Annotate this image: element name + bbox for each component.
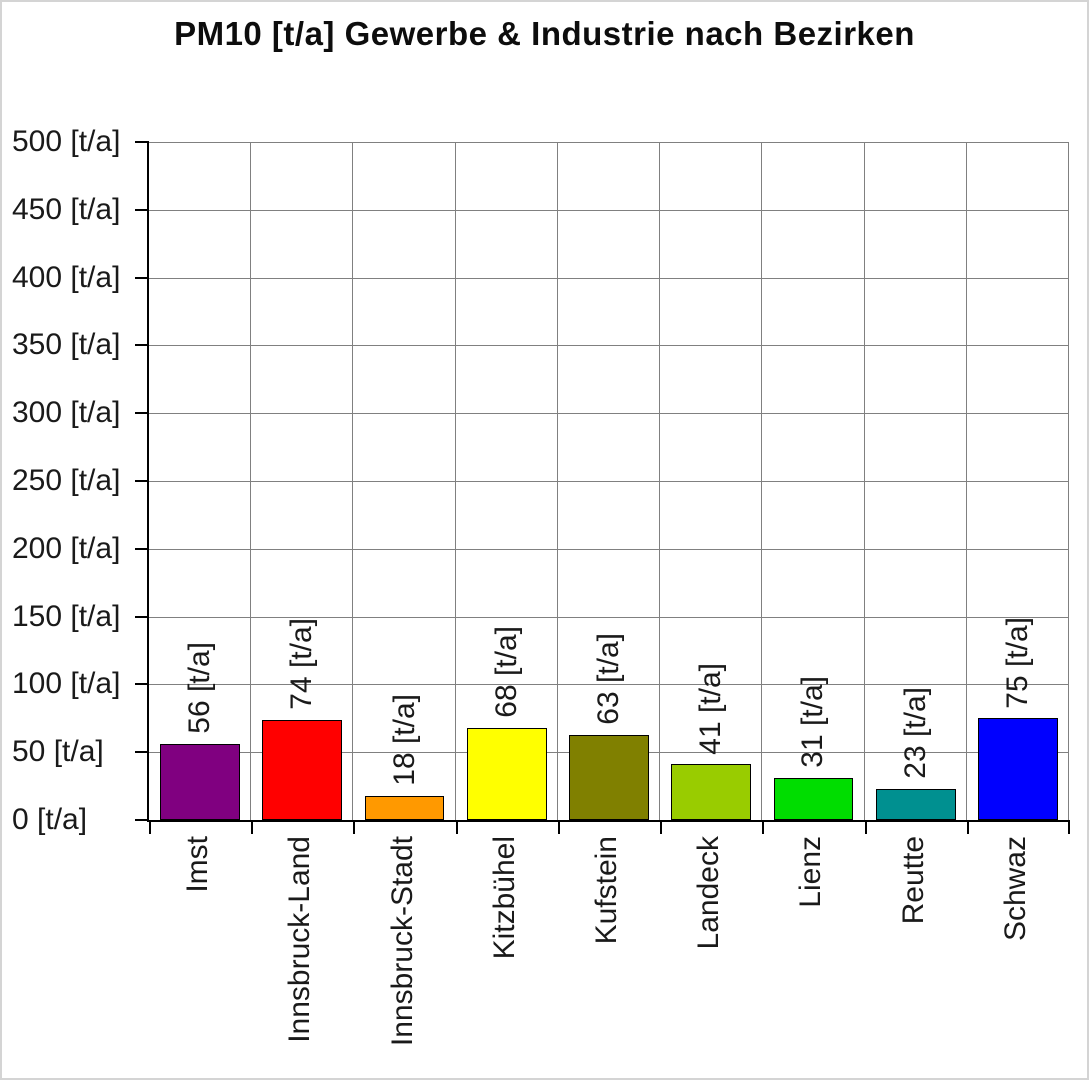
h-gridline: [149, 142, 1069, 143]
bar-value-label: 23 [t/a]: [898, 687, 932, 779]
bar-value-label: 31 [t/a]: [796, 676, 830, 768]
bar: [466, 727, 547, 820]
bar: [773, 777, 854, 820]
x-category-label: Landeck: [692, 836, 726, 950]
y-tick-label: 150 [t/a]: [12, 599, 121, 633]
bar-value-label: 63 [t/a]: [592, 632, 625, 725]
h-gridline: [149, 209, 1069, 211]
v-gridline: [1068, 142, 1069, 820]
y-tick-mark: [135, 683, 149, 686]
bar: [671, 764, 752, 820]
y-tick-label: 400 [t/a]: [12, 260, 121, 294]
h-gridline: [149, 548, 1069, 550]
x-tick-mark: [557, 820, 560, 834]
x-tick-mark: [149, 820, 151, 834]
h-gridline: [149, 345, 1069, 347]
y-axis-labels: 0 [t/a] 50 [t/a] 100 [t/a] 150 [t/a] 200 [t/…: [12, 125, 144, 836]
bar: [875, 788, 956, 820]
v-gridline: [250, 142, 252, 820]
h-gridline: [149, 684, 1069, 686]
x-tick-mark: [966, 820, 969, 834]
v-gridline: [352, 142, 354, 820]
v-gridline: [761, 142, 763, 820]
bar: [569, 734, 649, 820]
y-tick-label: 200 [t/a]: [12, 531, 121, 565]
x-category-label: Lienz: [794, 836, 828, 908]
bar-value-label: 68 [t/a]: [489, 626, 523, 718]
h-gridline: [149, 277, 1069, 279]
x-axis-labels: Imst Innsbruck-Land Innsbruck-Stadt Kitzbüh…: [147, 836, 1067, 1074]
y-tick-mark: [135, 344, 149, 347]
x-tick-mark: [251, 820, 254, 834]
h-gridline: [149, 481, 1069, 482]
v-gridline: [659, 142, 661, 820]
y-tick-label: 50 [t/a]: [12, 735, 104, 769]
bar-value-label: 74 [t/a]: [285, 617, 319, 710]
h-gridline: [149, 413, 1069, 415]
bar: [262, 719, 343, 820]
x-category-label: Kufstein: [590, 836, 623, 945]
bar-value-label: 75 [t/a]: [1000, 616, 1034, 709]
v-gridline: [454, 142, 456, 820]
plot-area: 56 [t/a] 74 [t/a] 18 [t/a] 68 [t/a] 63 [t/a]…: [135, 141, 1070, 834]
x-tick-mark: [353, 820, 356, 834]
x-category-label: Imst: [181, 836, 215, 893]
y-tick-mark: [135, 751, 149, 754]
x-tick-mark: [864, 820, 867, 834]
y-tick-mark: [135, 412, 149, 415]
bar-value-label: 41 [t/a]: [694, 662, 728, 755]
y-tick-label: 300 [t/a]: [12, 396, 121, 430]
x-category-label: Innsbruck-Stadt: [385, 836, 419, 1047]
bar: [160, 744, 240, 820]
bar-value-label: 18 [t/a]: [387, 693, 421, 786]
h-gridline: [149, 616, 1069, 618]
chart-title: PM10 [t/a] Gewerbe & Industrie nach Bezi…: [174, 15, 915, 52]
x-tick-mark: [762, 820, 765, 834]
x-category-label: Schwaz: [998, 836, 1032, 942]
x-tick-mark: [1068, 820, 1070, 834]
y-tick-mark: [135, 819, 149, 821]
bar: [364, 795, 445, 820]
y-tick-label: 500 [t/a]: [12, 125, 121, 158]
v-gridline: [863, 142, 865, 820]
y-tick-label: 100 [t/a]: [12, 667, 121, 701]
y-tick-mark: [135, 615, 149, 618]
x-category-label: Reutte: [896, 836, 930, 925]
y-tick-label: 250 [t/a]: [12, 464, 121, 497]
v-gridline: [965, 142, 967, 820]
y-tick-label: 350 [t/a]: [12, 328, 121, 362]
x-category-label: Innsbruck-Land: [283, 836, 317, 1043]
y-tick-mark: [135, 480, 149, 482]
y-tick-mark: [135, 276, 149, 279]
bar-value-label: 56 [t/a]: [183, 642, 217, 735]
x-category-label: Kitzbühel: [487, 836, 521, 960]
v-gridline: [556, 142, 558, 820]
y-tick-mark: [135, 141, 149, 143]
x-tick-mark: [455, 820, 458, 834]
y-tick-mark: [135, 208, 149, 211]
x-tick-mark: [660, 820, 663, 834]
y-tick-label: 450 [t/a]: [12, 192, 121, 226]
bar: [978, 718, 1058, 820]
y-tick-label: 0 [t/a]: [12, 803, 88, 836]
y-tick-mark: [135, 547, 149, 550]
